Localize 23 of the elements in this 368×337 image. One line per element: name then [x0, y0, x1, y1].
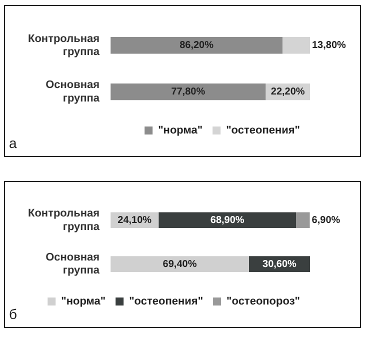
- y-tick-label: Основная группа: [46, 79, 100, 104]
- data-label: 69,40%: [162, 258, 197, 270]
- legend-label: "остеопения": [226, 124, 300, 137]
- legend-label: "остеопороз": [226, 296, 300, 308]
- data-label: 86,20%: [180, 40, 214, 52]
- data-label: 6,90%: [312, 214, 340, 226]
- data-label: 22,20%: [270, 86, 305, 98]
- text: а: [9, 134, 17, 151]
- data-label: 13,80%: [312, 40, 346, 52]
- y-tick-label: Контрольная группа: [28, 32, 100, 58]
- legend-label: "норма": [158, 124, 203, 137]
- bar: [110, 256, 249, 272]
- y-tick-label: Контрольная группа: [28, 208, 100, 233]
- legend-label: "остеопения": [129, 296, 204, 308]
- y-tick-label: Основная группа: [46, 251, 100, 277]
- text: б: [9, 306, 18, 322]
- data-label: 24,10%: [118, 214, 152, 226]
- bar: [296, 212, 310, 228]
- data-label: 68,90%: [210, 214, 244, 226]
- legend-label: "норма": [61, 296, 106, 308]
- data-label: 77,80%: [171, 86, 206, 98]
- bar: [158, 212, 296, 228]
- data-label: 30,60%: [262, 258, 297, 270]
